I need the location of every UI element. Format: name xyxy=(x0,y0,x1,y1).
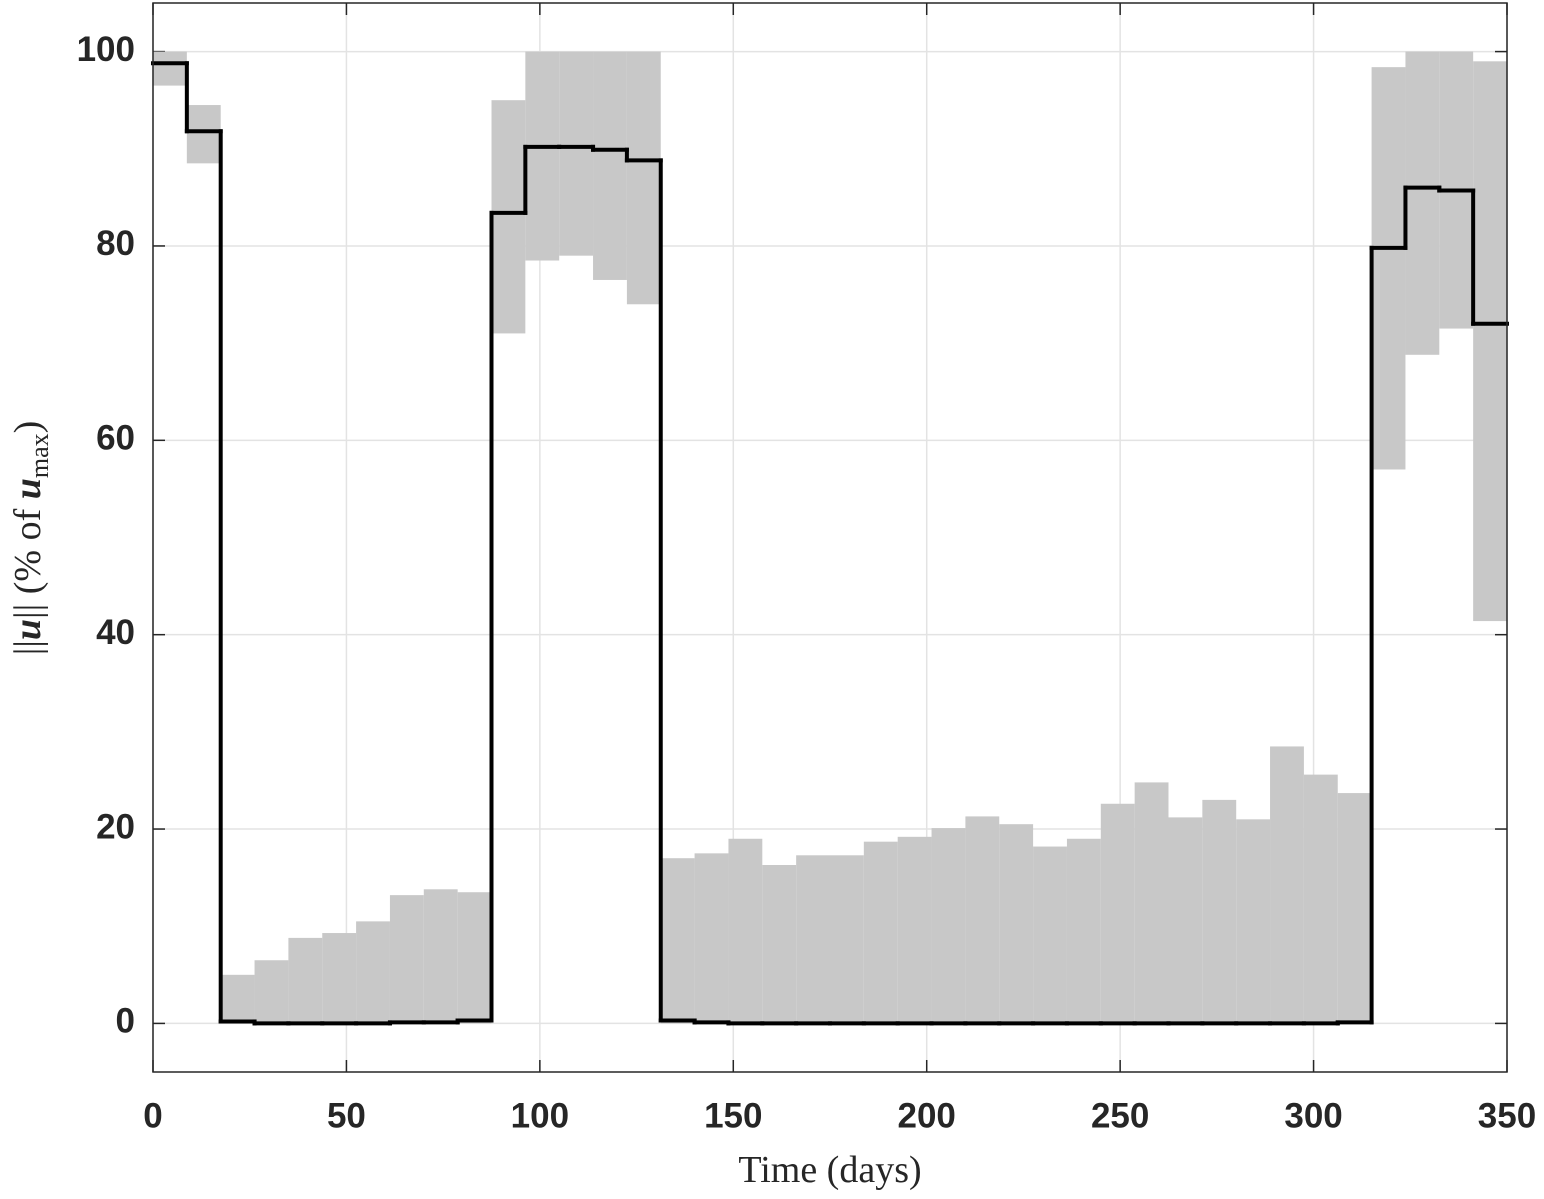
y-tick-label: 0 xyxy=(116,1002,135,1041)
ensemble-band xyxy=(288,937,323,1024)
ensemble-band xyxy=(1270,746,1304,1024)
ensemble-band xyxy=(694,853,729,1024)
y-label-part: max xyxy=(25,433,54,478)
ensemble-band xyxy=(1033,846,1067,1024)
ensemble-band xyxy=(1168,817,1203,1024)
ensemble-band xyxy=(1236,819,1271,1024)
ensemble-band xyxy=(728,838,763,1024)
ensemble-band xyxy=(389,895,424,1024)
y-tick-label: 20 xyxy=(96,807,135,846)
x-tick-label: 250 xyxy=(1091,1096,1149,1135)
x-tick-label: 0 xyxy=(143,1096,162,1135)
x-tick-label: 350 xyxy=(1478,1096,1536,1135)
y-label-part: || (% of xyxy=(7,499,49,619)
y-tick-label: 80 xyxy=(96,224,135,263)
y-tick-label: 40 xyxy=(96,613,135,652)
x-tick-label: 100 xyxy=(511,1096,569,1135)
ensemble-band xyxy=(322,933,357,1024)
ensemble-band xyxy=(1134,782,1169,1024)
y-label-part: ) xyxy=(7,421,49,434)
ensemble-band xyxy=(999,824,1034,1024)
ensemble-band xyxy=(1303,774,1338,1024)
ensemble-band xyxy=(186,105,221,164)
ensemble-band xyxy=(660,858,695,1024)
ensemble-band xyxy=(1100,803,1135,1024)
ensemble-band xyxy=(1405,51,1440,355)
ensemble-band xyxy=(897,836,932,1024)
x-tick-label: 50 xyxy=(327,1096,366,1135)
ensemble-band xyxy=(153,51,187,86)
ensemble-band xyxy=(762,865,797,1024)
ensemble-band xyxy=(965,816,1000,1024)
ensemble-band xyxy=(1066,838,1101,1024)
ensemble-band xyxy=(830,855,864,1024)
y-axis-label: ||u|| (% of umax) xyxy=(7,421,54,656)
ensemble-band xyxy=(593,51,627,280)
ensemble-band xyxy=(220,974,255,1024)
ensemble-band xyxy=(254,960,289,1024)
ensemble-band xyxy=(626,51,661,305)
ensemble-band xyxy=(863,841,898,1024)
ensemble-band xyxy=(457,892,492,1024)
x-tick-label: 300 xyxy=(1284,1096,1342,1135)
ensemble-band xyxy=(931,828,966,1024)
ensemble-band xyxy=(1337,793,1372,1024)
ensemble-band xyxy=(423,889,458,1024)
ensemble-band xyxy=(1202,799,1237,1024)
y-tick-label: 60 xyxy=(96,419,135,458)
x-axis-label: Time (days) xyxy=(738,1149,921,1191)
y-label-part: u xyxy=(7,619,49,640)
y-label-part: u xyxy=(7,478,49,499)
y-tick-label: 100 xyxy=(77,30,135,69)
plot-frame xyxy=(152,2,1508,1073)
x-tick-label: 150 xyxy=(704,1096,762,1135)
ensemble-band xyxy=(796,855,830,1024)
ensemble-band xyxy=(525,51,560,261)
ensemble-band xyxy=(1371,67,1406,470)
ensemble-band xyxy=(559,51,594,256)
x-tick-label: 200 xyxy=(898,1096,956,1135)
y-label-part: || xyxy=(7,640,49,655)
ensemble-band xyxy=(1473,61,1507,622)
ensemble-band xyxy=(491,100,526,334)
grid xyxy=(152,3,1508,1072)
ensemble-band xyxy=(356,921,390,1024)
